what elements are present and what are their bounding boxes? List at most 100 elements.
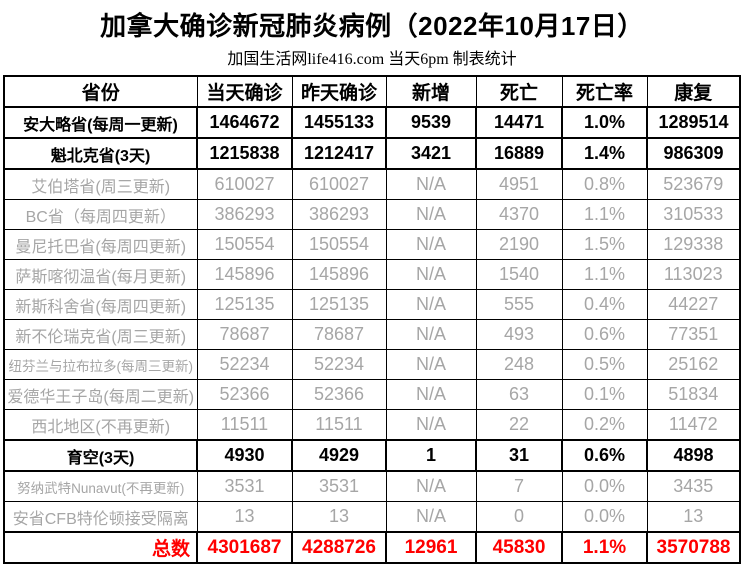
- cell-today: 13: [196, 501, 293, 533]
- cell-deaths: 248: [475, 349, 563, 380]
- cell-new: 1: [385, 439, 477, 472]
- cell-province: 萨斯喀彻温省(每月更新): [3, 259, 198, 290]
- cell-yesterday: 3531: [291, 470, 387, 502]
- cell-death_rate: 0.5%: [561, 349, 648, 380]
- cell-deaths: 493: [475, 319, 563, 350]
- cell-recovered: 11472: [646, 409, 741, 441]
- cell-deaths: 1540: [475, 259, 563, 290]
- cell-yesterday: 386293: [291, 199, 387, 230]
- cell-province: 努纳武特Nunavut(不再更新): [3, 470, 198, 502]
- table-row: 育空(3天) 4930 4929 1 31 0.6% 4898: [3, 439, 741, 472]
- cell-death_rate: 0.8%: [561, 168, 648, 200]
- cell-death_rate: 0.0%: [561, 470, 648, 502]
- cell-death_rate: 1.0%: [561, 106, 648, 139]
- table-row: 纽芬兰与拉布拉多(每周三更新) 52234 52234 N/A 248 0.5% 25162: [3, 349, 741, 380]
- table-row: 曼尼托巴省(每周四更新) 150554 150554 N/A 2190 1.5% 12933…: [3, 229, 741, 260]
- cell-new: N/A: [385, 470, 477, 502]
- cell-death_rate: 0.4%: [561, 289, 648, 320]
- header-cell-yesterday: 昨天确诊: [291, 75, 387, 108]
- cell-today: 1464672: [196, 106, 293, 139]
- cell-yesterday: 78687: [291, 319, 387, 350]
- cell-recovered: 4898: [646, 439, 741, 472]
- cell-yesterday: 1212417: [291, 137, 387, 170]
- cell-yesterday: 13: [291, 501, 387, 533]
- cell-new: N/A: [385, 229, 477, 260]
- cell-today: 3531: [196, 470, 293, 502]
- cell-new: N/A: [385, 409, 477, 441]
- cell-recovered: 1289514: [646, 106, 741, 139]
- header-cell-deaths: 死亡: [475, 75, 563, 108]
- table-row: 萨斯喀彻温省(每月更新) 145896 145896 N/A 1540 1.1% 11302…: [3, 259, 741, 290]
- cell-today: 125135: [196, 289, 293, 320]
- table-body: 安大略省(每周一更新) 1464672 1455133 9539 14471 1.0% 12…: [3, 106, 741, 533]
- cell-recovered: 77351: [646, 319, 741, 350]
- header-cell-today: 当天确诊: [196, 75, 293, 108]
- totals-label: 总数: [3, 531, 198, 564]
- table-row: BC省（每周四更新） 386293 386293 N/A 4370 1.1% 310533: [3, 199, 741, 230]
- totals-cell-today: 4301687: [196, 531, 293, 564]
- cell-new: N/A: [385, 289, 477, 320]
- cell-today: 52366: [196, 379, 293, 410]
- header-cell-death_rate: 死亡率: [561, 75, 648, 108]
- table-row: 魁北克省(3天) 1215838 1212417 3421 16889 1.4% 98630…: [3, 137, 741, 170]
- cell-province: 爱德华王子岛(每周二更新): [3, 379, 198, 410]
- cell-yesterday: 610027: [291, 168, 387, 200]
- cell-deaths: 14471: [475, 106, 563, 139]
- cell-deaths: 16889: [475, 137, 563, 170]
- cell-province: BC省（每周四更新）: [3, 199, 198, 230]
- cell-recovered: 3435: [646, 470, 741, 502]
- cell-new: N/A: [385, 501, 477, 533]
- cell-province: 纽芬兰与拉布拉多(每周三更新): [3, 349, 198, 380]
- cell-death_rate: 0.2%: [561, 409, 648, 441]
- header-cell-province: 省份: [3, 75, 198, 108]
- cell-today: 1215838: [196, 137, 293, 170]
- cell-recovered: 25162: [646, 349, 741, 380]
- totals-cell-recovered: 3570788: [646, 531, 741, 564]
- cell-today: 610027: [196, 168, 293, 200]
- table-row: 西北地区(不再更新) 11511 11511 N/A 22 0.2% 11472: [3, 409, 741, 441]
- cell-today: 150554: [196, 229, 293, 260]
- cell-province: 西北地区(不再更新): [3, 409, 198, 441]
- cell-death_rate: 0.6%: [561, 439, 648, 472]
- cell-new: N/A: [385, 319, 477, 350]
- cell-deaths: 7: [475, 470, 563, 502]
- cell-recovered: 44227: [646, 289, 741, 320]
- header-cell-new: 新增: [385, 75, 477, 108]
- totals-cell-new: 12961: [385, 531, 477, 564]
- cell-death_rate: 0.6%: [561, 319, 648, 350]
- cell-province: 新不伦瑞克省(周三更新): [3, 319, 198, 350]
- cell-recovered: 310533: [646, 199, 741, 230]
- cell-recovered: 113023: [646, 259, 741, 290]
- cell-yesterday: 145896: [291, 259, 387, 290]
- table-row: 艾伯塔省(周三更新) 610027 610027 N/A 4951 0.8% 523679: [3, 168, 741, 200]
- cell-yesterday: 52234: [291, 349, 387, 380]
- cell-recovered: 51834: [646, 379, 741, 410]
- cell-deaths: 4951: [475, 168, 563, 200]
- cell-new: N/A: [385, 168, 477, 200]
- cell-deaths: 2190: [475, 229, 563, 260]
- cell-today: 386293: [196, 199, 293, 230]
- cell-deaths: 0: [475, 501, 563, 533]
- cell-deaths: 31: [475, 439, 563, 472]
- table-row: 爱德华王子岛(每周二更新) 52366 52366 N/A 63 0.1% 51834: [3, 379, 741, 410]
- cell-new: N/A: [385, 199, 477, 230]
- cell-yesterday: 4929: [291, 439, 387, 472]
- cell-deaths: 555: [475, 289, 563, 320]
- header-cell-recovered: 康复: [646, 75, 741, 108]
- totals-row: 总数 4301687 4288726 12961 45830 1.1% 3570788: [3, 531, 741, 564]
- table-row: 新斯科舍省(每周四更新) 125135 125135 N/A 555 0.4% 44227: [3, 289, 741, 320]
- cell-death_rate: 1.5%: [561, 229, 648, 260]
- cell-today: 11511: [196, 409, 293, 441]
- cell-death_rate: 0.1%: [561, 379, 648, 410]
- cell-recovered: 986309: [646, 137, 741, 170]
- cell-province: 新斯科舍省(每周四更新): [3, 289, 198, 320]
- cell-new: 3421: [385, 137, 477, 170]
- cell-new: 9539: [385, 106, 477, 139]
- cell-yesterday: 125135: [291, 289, 387, 320]
- cell-province: 魁北克省(3天): [3, 137, 198, 170]
- cell-death_rate: 1.1%: [561, 199, 648, 230]
- page-title: 加拿大确诊新冠肺炎病例（2022年10月17日）: [100, 11, 644, 41]
- cell-yesterday: 52366: [291, 379, 387, 410]
- table-row: 安大略省(每周一更新) 1464672 1455133 9539 14471 1.0% 12…: [3, 106, 741, 139]
- table-header: 省份 当天确诊 昨天确诊 新增 死亡 死亡率 康复: [3, 75, 741, 108]
